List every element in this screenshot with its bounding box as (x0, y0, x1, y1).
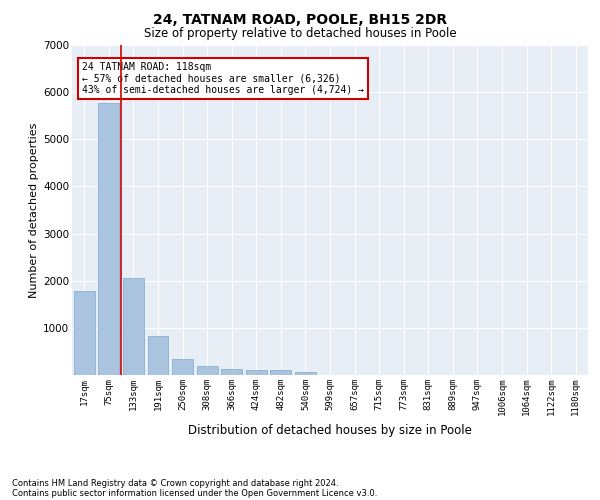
Bar (246, 370, 267, 375)
Text: 24, TATNAM ROAD, POOLE, BH15 2DR: 24, TATNAM ROAD, POOLE, BH15 2DR (153, 12, 447, 26)
Text: Size of property relative to detached houses in Poole: Size of property relative to detached ho… (143, 28, 457, 40)
Bar (74, 291, 95, 375)
Text: Contains HM Land Registry data © Crown copyright and database right 2024.: Contains HM Land Registry data © Crown c… (12, 478, 338, 488)
Bar (148, 336, 169, 375)
Bar (295, 372, 316, 375)
Bar (98, 102, 119, 375)
Text: 24 TATNAM ROAD: 118sqm
← 57% of detached houses are smaller (6,326)
43% of semi-: 24 TATNAM ROAD: 118sqm ← 57% of detached… (82, 62, 364, 94)
Bar (221, 370, 242, 375)
Bar (271, 370, 292, 375)
Bar (197, 366, 218, 375)
Text: Contains public sector information licensed under the Open Government Licence v3: Contains public sector information licen… (12, 488, 377, 498)
Y-axis label: Number of detached properties: Number of detached properties (29, 122, 39, 298)
Bar (123, 278, 144, 375)
Bar (172, 359, 193, 375)
X-axis label: Distribution of detached houses by size in Poole: Distribution of detached houses by size … (188, 424, 472, 436)
